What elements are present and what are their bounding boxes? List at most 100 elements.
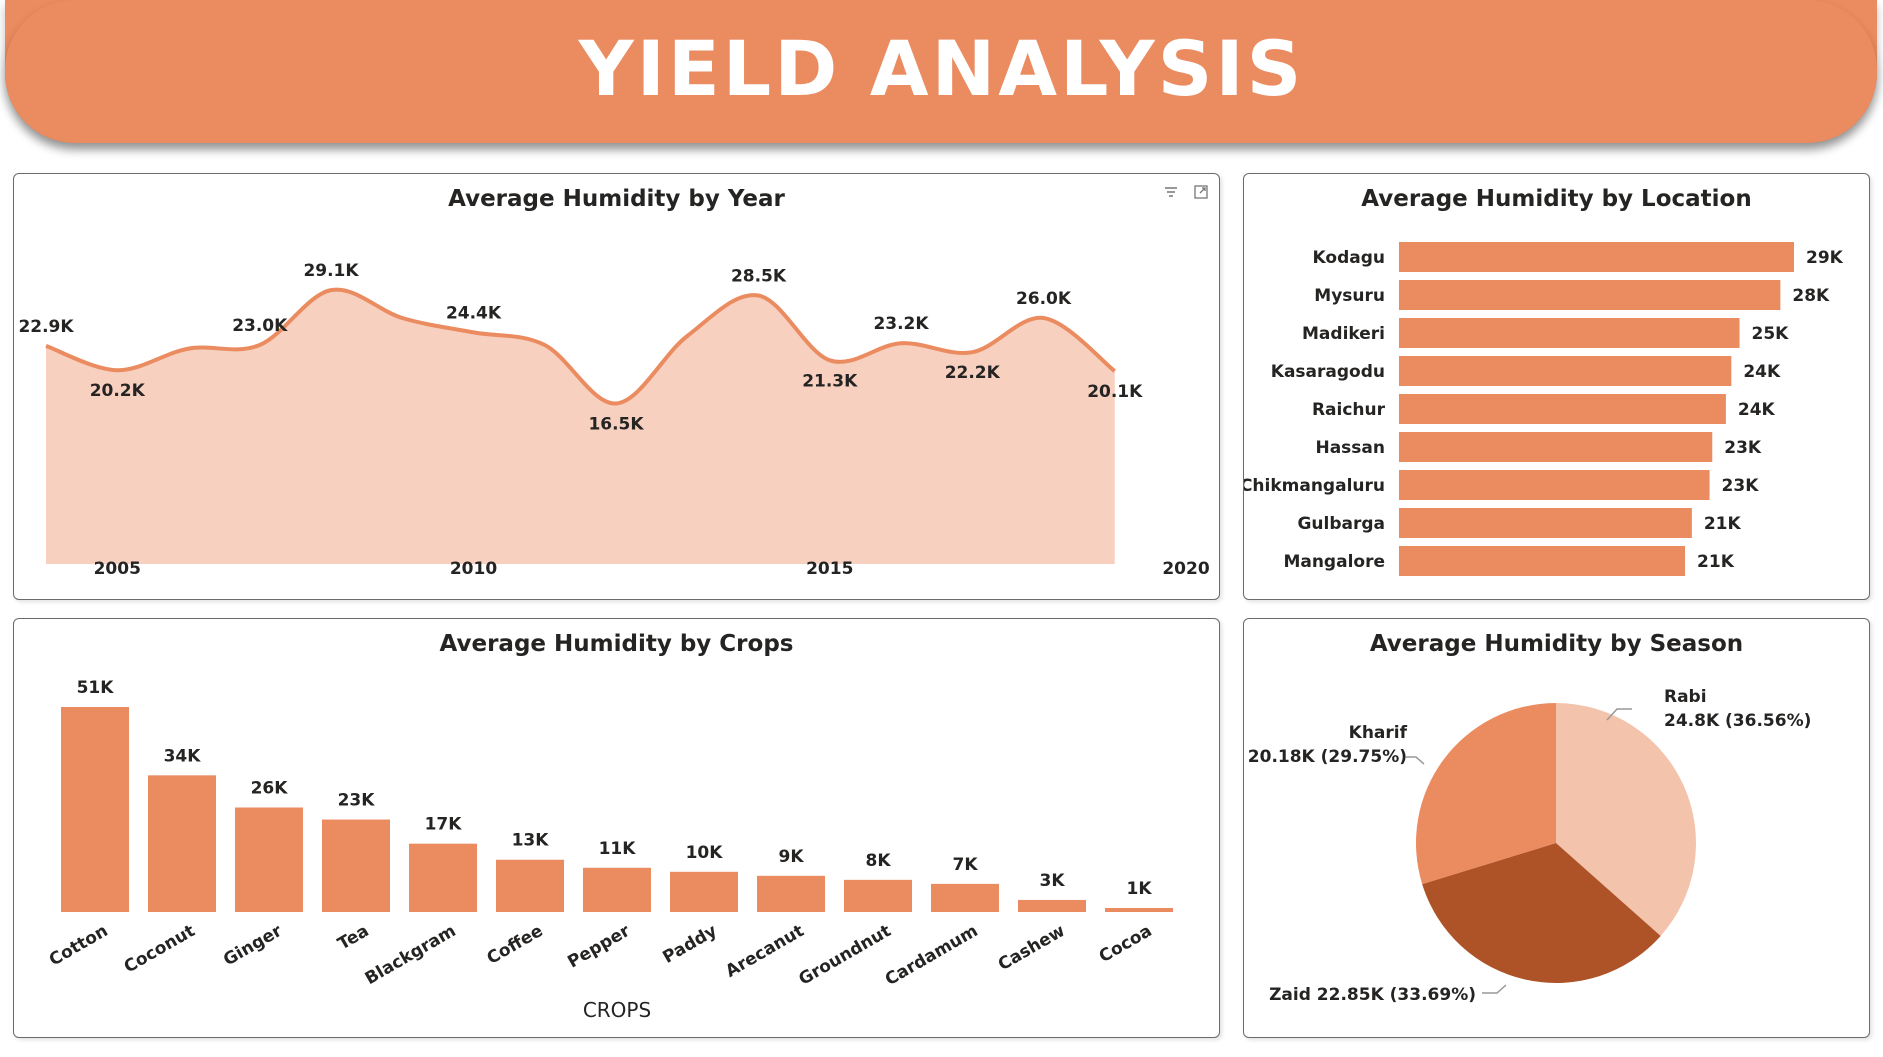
data-label: 29K (1806, 248, 1844, 268)
category-label: Cashew (995, 921, 1069, 975)
crop-bar (61, 707, 129, 912)
crop-bar (148, 775, 216, 912)
category-label: Cardamum (882, 921, 982, 990)
data-label: 9K (778, 847, 804, 867)
category-label: Cocoa (1096, 921, 1156, 967)
category-label: Groundnut (796, 921, 895, 990)
data-label: 26K (251, 778, 289, 798)
location-bar (1399, 508, 1692, 538)
data-label: 24K (1738, 400, 1776, 420)
slice-name-label: Rabi (1664, 687, 1707, 707)
page-title: YIELD ANALYSIS (578, 24, 1305, 113)
x-tick-label: 2010 (450, 559, 497, 579)
data-label: 34K (164, 746, 202, 766)
data-label: 8K (865, 851, 891, 871)
category-label: Kodagu (1313, 248, 1385, 268)
pie-slice-kharif (1416, 703, 1556, 885)
crops-column-chart: 51K Cotton 34K Coconut 26K Ginger 23K Tea 17K Bla… (46, 678, 1173, 1022)
slice-value-label: 24.8K (36.56%) (1664, 711, 1811, 731)
location-bar (1399, 280, 1781, 310)
year-chart-title: Average Humidity by Year (448, 186, 785, 212)
category-label: Mysuru (1314, 286, 1385, 306)
category-label: Hassan (1315, 438, 1385, 458)
season-chart-title: Average Humidity by Season (1369, 631, 1744, 657)
data-label: 24K (1743, 362, 1781, 382)
location-chart-card[interactable]: Average Humidity by Location Kodagu 29K My… (1243, 173, 1870, 600)
filter-icon[interactable] (1163, 184, 1179, 200)
data-label: 26.0K (1016, 289, 1072, 309)
crop-bar (1105, 907, 1173, 912)
data-label: 22.9K (18, 317, 74, 337)
location-bar (1399, 470, 1710, 500)
data-label: 23.0K (232, 316, 288, 336)
crop-bar (1018, 899, 1086, 912)
location-bar (1399, 432, 1713, 462)
season-chart-card[interactable]: Average Humidity by Season Rabi 24.8K (36… (1243, 618, 1870, 1038)
data-label: 24.4K (446, 303, 502, 323)
crops-chart-title: Average Humidity by Crops (439, 631, 794, 657)
location-chart-title: Average Humidity by Location (1361, 186, 1752, 212)
data-label: 10K (686, 843, 724, 863)
data-label: 11K (599, 839, 637, 859)
category-label: Kasaragodu (1271, 362, 1385, 382)
crop-bar (496, 859, 564, 912)
slice-value-label: 20.18K (29.75%) (1248, 747, 1407, 767)
data-label: 1K (1126, 879, 1152, 899)
x-tick-label: 2015 (806, 559, 853, 579)
year-area-chart: 22.9K 20.2K 23.0K 29.1K 24.4K 16.5K 28.5K 21.3K… (18, 261, 1209, 579)
slice-value-label: Zaid 22.85K (33.69%) (1269, 985, 1476, 1005)
x-axis-title: CROPS (583, 998, 651, 1022)
data-label: 20.2K (90, 381, 146, 401)
category-label: Paddy (659, 921, 720, 968)
location-bar (1399, 356, 1732, 386)
crop-bar (583, 867, 651, 912)
pie-slice-rabi (1556, 703, 1696, 936)
data-label: 23K (338, 791, 376, 811)
category-label: Blackgram (362, 921, 460, 989)
category-label: Mangalore (1283, 552, 1385, 572)
crop-bar (757, 875, 825, 912)
category-label: Coconut (121, 921, 199, 977)
year-chart-card[interactable]: Average Humidity by Year 22.9K 20.2K 23.0K… (13, 173, 1220, 600)
crop-bar (844, 879, 912, 912)
category-label: Gulbarga (1297, 514, 1385, 534)
data-label: 21K (1697, 552, 1735, 572)
area-fill (46, 289, 1115, 564)
pie-slice-zaid (1422, 843, 1661, 983)
leader-line (1406, 756, 1425, 765)
data-label: 3K (1039, 871, 1065, 891)
season-pie-chart: Rabi 24.8K (36.56%) Kharif 20.18K (29.75%) Z… (1248, 687, 1812, 1005)
location-bar (1399, 546, 1686, 576)
data-label: 23K (1722, 476, 1760, 496)
data-label: 7K (952, 855, 978, 875)
series-line (45, 287, 1116, 406)
category-label: Ginger (220, 921, 286, 971)
location-bar-chart: Kodagu 29K Mysuru 28K Madikeri 25K Kasaragodu 2… (1244, 242, 1844, 576)
data-label: 22.2K (945, 363, 1001, 383)
data-label: 23.2K (873, 314, 929, 334)
crops-chart-card[interactable]: Average Humidity by Crops 51K Cotton 34K Co… (13, 618, 1220, 1038)
data-label: 20.1K (1087, 382, 1143, 402)
category-label: Pepper (564, 921, 634, 973)
location-bar (1399, 394, 1726, 424)
slice-name-label: Kharif (1349, 723, 1408, 743)
category-label: Cotton (46, 921, 112, 970)
crop-bar (322, 819, 390, 912)
data-label: 28.5K (731, 267, 787, 287)
leader-line (1482, 984, 1507, 994)
data-label: 23K (1724, 438, 1762, 458)
data-label: 21.3K (802, 371, 858, 391)
focus-mode-icon[interactable] (1193, 184, 1209, 200)
data-label: 17K (425, 815, 463, 835)
data-label: 21K (1704, 514, 1742, 534)
x-tick-label: 2005 (94, 559, 141, 579)
location-bar (1399, 242, 1794, 272)
leader-line (1606, 708, 1632, 721)
data-label: 51K (77, 678, 115, 698)
crop-bar (409, 843, 477, 912)
category-label: Raichur (1312, 400, 1386, 420)
location-bar (1399, 318, 1740, 348)
category-label: Coffee (484, 921, 547, 969)
visual-header-icons (1163, 184, 1209, 200)
crop-bar (235, 807, 303, 912)
